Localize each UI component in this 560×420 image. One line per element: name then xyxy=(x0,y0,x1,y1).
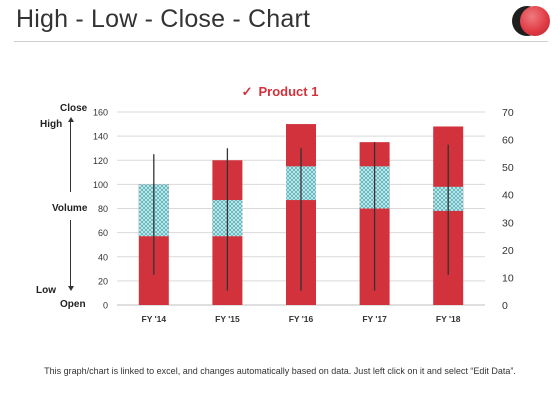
y-tick-label-left: 100 xyxy=(93,180,108,190)
y-tick-label-left: 80 xyxy=(98,204,108,214)
title-divider xyxy=(14,41,548,42)
x-tick-label: FY '15 xyxy=(215,314,240,324)
legend-label: Product 1 xyxy=(258,84,319,99)
side-label-open: Open xyxy=(60,299,86,310)
side-label-close: Close xyxy=(60,103,88,114)
arrow-up-icon xyxy=(68,117,74,122)
check-icon: ✓ xyxy=(241,84,253,99)
y-tick-label-left: 160 xyxy=(93,108,108,118)
x-tick-label: FY '18 xyxy=(436,314,461,324)
logo-red-circle xyxy=(520,6,550,36)
arrow-shaft-upper xyxy=(70,122,71,192)
y-tick-label-left: 140 xyxy=(93,132,108,142)
y-tick-label-left: 40 xyxy=(98,252,108,262)
x-tick-label: FY '14 xyxy=(142,314,167,324)
arrow-down-icon xyxy=(68,286,74,291)
y-tick-label-right: 40 xyxy=(502,190,514,202)
y-tick-label-right: 30 xyxy=(502,217,514,229)
y-tick-label-left: 20 xyxy=(98,276,108,286)
footnote: This graph/chart is linked to excel, and… xyxy=(44,366,516,376)
y-tick-label-left: 60 xyxy=(98,228,108,238)
y-tick-label-right: 20 xyxy=(502,245,514,257)
x-tick-label: FY '17 xyxy=(362,314,387,324)
x-tick-label: FY '16 xyxy=(289,314,314,324)
y-tick-label-right: 0 xyxy=(502,300,508,312)
y-tick-label-right: 60 xyxy=(502,135,514,147)
chart-legend: ✓ Product 1 xyxy=(0,84,560,100)
side-label-low: Low xyxy=(36,285,56,296)
y-tick-label-left: 120 xyxy=(93,156,108,166)
y-tick-label-right: 10 xyxy=(502,272,514,284)
side-label-high: High xyxy=(40,119,63,130)
page-title: High - Low - Close - Chart xyxy=(16,5,311,33)
arrow-shaft-lower xyxy=(70,220,71,286)
logo-icon xyxy=(512,4,550,38)
y-tick-label-left: 0 xyxy=(103,301,108,311)
y-tick-label-right: 70 xyxy=(502,107,514,119)
y-tick-label-right: 50 xyxy=(502,162,514,174)
side-label-volume: Volume xyxy=(52,203,88,214)
